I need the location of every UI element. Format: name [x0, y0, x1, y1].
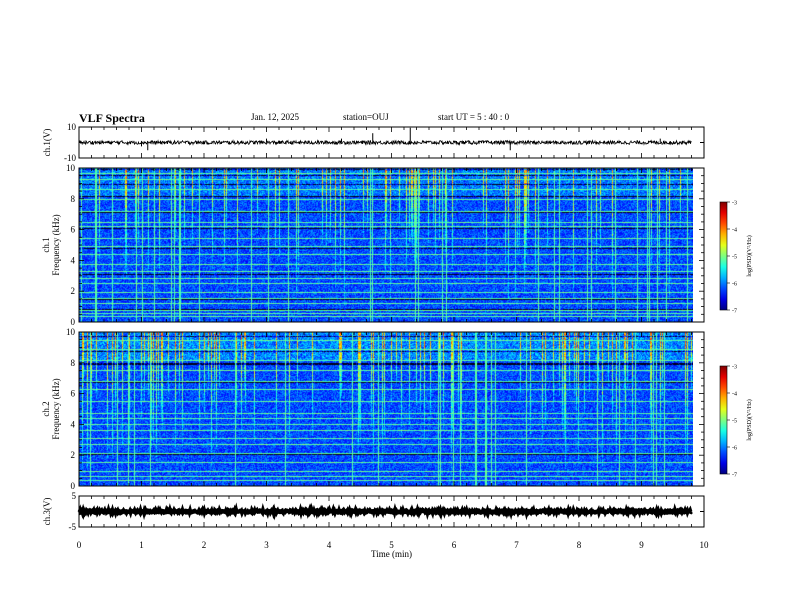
- y-axis-label: ch.1: [41, 237, 51, 252]
- x-tick-label: 0: [77, 540, 82, 550]
- ch2-spectrogram-image: [79, 332, 693, 486]
- colorbar-tick-label: -7: [732, 309, 737, 315]
- colorbar-tick-label: -4: [732, 228, 737, 234]
- x-tick-label: 7: [514, 540, 519, 550]
- y-tick-label: 0: [71, 481, 76, 491]
- colorbar-label: log(PSD)(V²/Hz): [746, 399, 753, 440]
- x-axis-label: Time (min): [371, 549, 412, 559]
- x-tick-label: 10: [700, 540, 710, 550]
- colorbar-tick-label: -6: [732, 282, 737, 288]
- x-tick-label: 8: [577, 540, 582, 550]
- date-label: Jan. 12, 2025: [251, 112, 299, 122]
- y-axis-label: Frequency (kHz): [51, 214, 61, 275]
- y-tick-label: 8: [71, 358, 76, 368]
- colorbar-tick-label: -5: [732, 419, 737, 425]
- y-tick-label: 10: [66, 163, 76, 173]
- y-axis-label: ch.3(V): [42, 498, 52, 526]
- y-tick-label: 6: [71, 389, 76, 399]
- y-axis-label: ch.2: [41, 401, 51, 416]
- y-tick-label: 2: [71, 450, 76, 460]
- x-tick-label: 9: [639, 540, 644, 550]
- colorbar-tick-label: -3: [732, 365, 737, 371]
- x-tick-label: 1: [139, 540, 144, 550]
- figure-title: VLF Spectra: [79, 111, 145, 125]
- x-tick-label: 2: [202, 540, 207, 550]
- start-time-label: start UT = 5 : 40 : 0: [438, 112, 510, 122]
- y-tick-label: 4: [71, 255, 76, 265]
- y-axis-label: Frequency (kHz): [51, 378, 61, 439]
- y-tick-label: -10: [64, 153, 76, 163]
- ch3-trace: [77, 502, 693, 521]
- y-tick-label: 8: [71, 194, 76, 204]
- colorbar-tick-label: -5: [732, 255, 737, 261]
- colorbar: [719, 201, 728, 311]
- x-tick-label: 5: [389, 540, 394, 550]
- x-tick-label: 6: [452, 540, 457, 550]
- colorbar-tick-label: -6: [732, 446, 737, 452]
- x-tick-label: 4: [327, 540, 332, 550]
- panel-frame: [78, 167, 705, 323]
- ch1-spectrogram-image: [79, 168, 693, 322]
- colorbar-tick-label: -4: [732, 392, 737, 398]
- x-tick-label: 3: [264, 540, 269, 550]
- y-tick-label: 5: [72, 491, 77, 501]
- station-label: station=OUJ: [343, 112, 389, 122]
- y-tick-label: 10: [67, 122, 77, 132]
- panel-frame: [78, 331, 705, 487]
- ch1-trace: [78, 139, 692, 146]
- y-tick-label: 2: [71, 286, 76, 296]
- y-axis-label: ch.1(V): [42, 129, 52, 157]
- colorbar-label: log(PSD)(V²/Hz): [746, 235, 753, 276]
- y-tick-label: 4: [71, 419, 76, 429]
- colorbar-tick-label: -7: [732, 473, 737, 479]
- y-tick-label: 6: [71, 225, 76, 235]
- y-tick-label: -5: [69, 522, 77, 532]
- y-tick-label: 10: [66, 327, 76, 337]
- colorbar: [719, 365, 728, 475]
- y-tick-label: 0: [71, 317, 76, 327]
- colorbar-tick-label: -3: [732, 201, 737, 207]
